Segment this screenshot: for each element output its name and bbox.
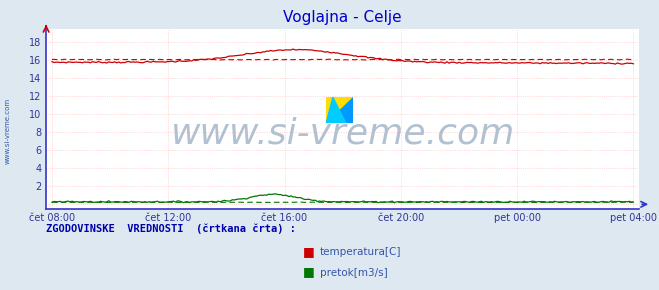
Polygon shape: [326, 97, 346, 123]
Text: ■: ■: [303, 245, 315, 258]
Text: pretok[m3/s]: pretok[m3/s]: [320, 267, 387, 278]
Text: www.si-vreme.com: www.si-vreme.com: [5, 97, 11, 164]
Text: www.si-vreme.com: www.si-vreme.com: [171, 116, 515, 150]
Text: ■: ■: [303, 266, 315, 278]
Text: ZGODOVINSKE  VREDNOSTI  (črtkana črta) :: ZGODOVINSKE VREDNOSTI (črtkana črta) :: [46, 224, 296, 234]
Title: Voglajna - Celje: Voglajna - Celje: [283, 10, 402, 25]
Text: temperatura[C]: temperatura[C]: [320, 247, 401, 257]
Polygon shape: [326, 97, 353, 123]
Polygon shape: [326, 97, 353, 123]
